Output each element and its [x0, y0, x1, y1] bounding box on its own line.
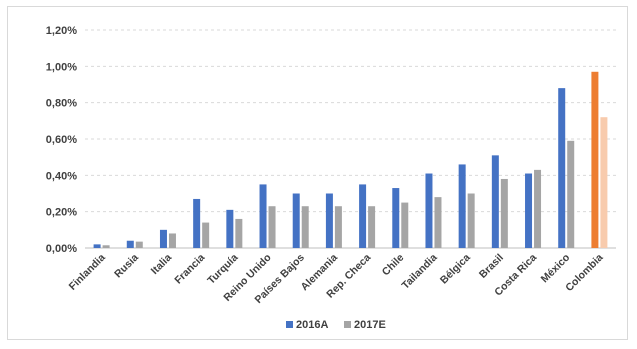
- bar-2016A-colombia: [591, 71, 599, 249]
- x-axis-ticks: Finlandia Rusia ItaliaFranciaTurquíaReino …: [67, 252, 606, 306]
- y-tick-label: 1,20%: [46, 25, 77, 37]
- bar-2016A-rep-checa: [359, 184, 367, 248]
- bar-2017E-chile: [401, 202, 409, 248]
- chart-frame: 0,00% 0,20% 0,40% 0,60% 0,80% 1,00% 1,20% Finl…: [7, 6, 628, 340]
- bar-2017E-reino-unido: [268, 206, 276, 248]
- bar-2017E-francia: [202, 222, 210, 248]
- bar-2016A-rusia: [126, 240, 134, 248]
- x-tick-label: Bélgica: [438, 252, 473, 287]
- bar-2017E-italia: [168, 233, 176, 248]
- bar-2017E-colombia: [600, 117, 608, 248]
- x-tick-label: Rusia: [112, 252, 141, 281]
- bar-2016A-b-lgica: [458, 164, 466, 248]
- legend-swatch: [286, 321, 293, 328]
- y-tick-label: 0,60%: [46, 134, 77, 146]
- bar-2016A-reino-unido: [259, 184, 267, 248]
- bar-2016A-m-xico: [558, 88, 566, 248]
- bar-2017E-turqu-a: [235, 218, 243, 248]
- bar-2017E-rusia: [135, 241, 143, 248]
- bar-2017E-costa-rica: [534, 169, 542, 248]
- legend: 2016A 2017E: [286, 319, 386, 331]
- bar-2017E-tailandia: [434, 197, 442, 248]
- bar-2016A-tailandia: [425, 173, 433, 248]
- bar-2016A-costa-rica: [525, 173, 533, 248]
- y-tick-label: 0,40%: [46, 170, 77, 182]
- bar-2017E-alemania: [334, 206, 342, 248]
- bars-layer: [93, 71, 608, 249]
- bar-2016A-alemania: [325, 193, 333, 248]
- bar-2017E-pa-ses-bajos: [301, 206, 309, 248]
- x-tick-label: Chile: [380, 252, 407, 279]
- x-tick-label: Brasil: [477, 252, 506, 281]
- legend-label: 2016A: [296, 319, 328, 331]
- legend-swatch: [344, 321, 351, 328]
- bar-2016A-pa-ses-bajos: [292, 193, 300, 248]
- x-tick-label: Finlandia: [67, 252, 108, 293]
- bar-2016A-brasil: [491, 155, 499, 248]
- y-axis-ticks: 0,00% 0,20% 0,40% 0,60% 0,80% 1,00% 1,20%: [46, 25, 77, 255]
- bar-2016A-turqu-a: [226, 209, 234, 248]
- bar-2017E-b-lgica: [467, 193, 475, 248]
- bar-2016A-francia: [193, 198, 201, 248]
- x-tick-label: Italia: [149, 252, 175, 278]
- y-tick-label: 1,00%: [46, 61, 77, 73]
- bar-chart: 0,00% 0,20% 0,40% 0,60% 0,80% 1,00% 1,20% Finl…: [46, 25, 616, 331]
- bar-2016A-finlandia: [93, 244, 101, 248]
- y-tick-label: 0,20%: [46, 207, 77, 219]
- bar-2017E-finlandia: [102, 245, 110, 248]
- bar-2016A-italia: [159, 229, 167, 248]
- x-tick-label: Tailandia: [399, 252, 439, 292]
- x-tick-label: Francia: [172, 252, 207, 287]
- bar-2017E-brasil: [500, 178, 508, 248]
- bar-2017E-rep-checa: [368, 206, 376, 248]
- legend-label: 2017E: [354, 319, 386, 331]
- y-tick-label: 0,00%: [46, 243, 77, 255]
- bar-2017E-m-xico: [567, 140, 575, 248]
- y-tick-label: 0,80%: [46, 98, 77, 110]
- bar-2016A-chile: [392, 188, 400, 248]
